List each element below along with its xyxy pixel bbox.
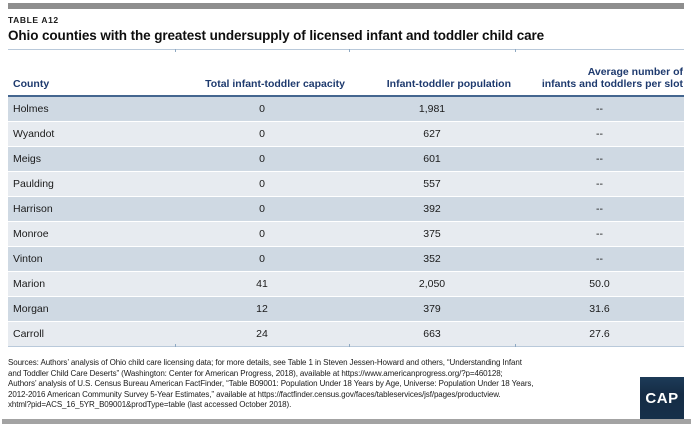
cell-population: 2,050 xyxy=(349,272,515,297)
column-header-county: County xyxy=(8,49,175,97)
cell-per_slot: -- xyxy=(515,147,684,172)
cell-county: Holmes xyxy=(8,97,175,122)
cell-capacity: 0 xyxy=(175,97,349,122)
sources-note: Sources: Authors’ analysis of Ohio child… xyxy=(8,358,640,411)
column-header-line: Total infant-toddler capacity xyxy=(205,78,345,90)
table-row: Paulding 0 557 -- xyxy=(8,172,684,197)
cell-capacity: 24 xyxy=(175,322,349,347)
column-header-line: County xyxy=(13,78,50,90)
sources-line: 2012-2016 American Community Survey 5-Ye… xyxy=(8,389,501,399)
cell-capacity: 41 xyxy=(175,272,349,297)
cell-county: Harrison xyxy=(8,197,175,222)
cell-county: Morgan xyxy=(8,297,175,322)
data-table: County Total infant-toddler capacity Infan… xyxy=(8,49,684,347)
cap-logo: CAP xyxy=(640,377,684,420)
table-row: Harrison 0 392 -- xyxy=(8,197,684,222)
cell-per_slot: -- xyxy=(515,222,684,247)
cap-logo-text: CAP xyxy=(645,390,679,407)
table-row: Morgan 12 379 31.6 xyxy=(8,297,684,322)
column-divider-tick xyxy=(349,49,350,52)
cell-per_slot: 27.6 xyxy=(515,322,684,347)
column-divider-tick xyxy=(515,344,516,347)
cell-population: 375 xyxy=(349,222,515,247)
cell-per_slot: 31.6 xyxy=(515,297,684,322)
table-number-label: TABLE A12 xyxy=(8,15,59,25)
sources-line: Authors’ analysis of U.S. Census Bureau … xyxy=(8,379,534,389)
column-divider-tick xyxy=(175,344,176,347)
cell-population: 392 xyxy=(349,197,515,222)
table-header-row: County Total infant-toddler capacity Infan… xyxy=(8,49,684,97)
cell-per_slot: -- xyxy=(515,247,684,272)
table-row: Carroll 24 663 27.6 xyxy=(8,322,684,347)
cell-population: 379 xyxy=(349,297,515,322)
table-row: Marion 41 2,050 50.0 xyxy=(8,272,684,297)
cell-capacity: 0 xyxy=(175,222,349,247)
column-header-per_slot: Average number of infants and toddlers pe… xyxy=(515,49,684,97)
data-table-wrapper: County Total infant-toddler capacity Infan… xyxy=(8,49,684,347)
sources-line: and Toddler Child Care Deserts” (Washing… xyxy=(8,368,503,378)
column-divider-tick xyxy=(349,344,350,347)
cell-county: Wyandot xyxy=(8,122,175,147)
cell-county: Meigs xyxy=(8,147,175,172)
cell-county: Marion xyxy=(8,272,175,297)
cell-per_slot: -- xyxy=(515,97,684,122)
table-title: Ohio counties with the greatest undersup… xyxy=(8,28,545,43)
bottom-rule-bar xyxy=(2,419,691,424)
cell-county: Carroll xyxy=(8,322,175,347)
table-row: Monroe 0 375 -- xyxy=(8,222,684,247)
cell-population: 352 xyxy=(349,247,515,272)
cell-population: 557 xyxy=(349,172,515,197)
column-header-line: Average number of xyxy=(587,66,683,78)
column-divider-tick xyxy=(515,49,516,52)
table-body: Holmes 0 1,981 -- Wyandot 0 627 -- Meigs 0 601 -- Pa… xyxy=(8,97,684,347)
cell-per_slot: -- xyxy=(515,122,684,147)
cell-county: Paulding xyxy=(8,172,175,197)
cell-per_slot: 50.0 xyxy=(515,272,684,297)
sources-line: Sources: Authors’ analysis of Ohio child… xyxy=(8,358,522,367)
table-row: Meigs 0 601 -- xyxy=(8,147,684,172)
column-header-population: Infant-toddler population xyxy=(349,49,515,97)
sources-line: xhtml?pid=ACS_16_5YR_B09001&prodType=tab… xyxy=(8,400,292,410)
cell-county: Monroe xyxy=(8,222,175,247)
cell-population: 601 xyxy=(349,147,515,172)
cell-capacity: 0 xyxy=(175,122,349,147)
cell-capacity: 0 xyxy=(175,247,349,272)
cell-population: 627 xyxy=(349,122,515,147)
cell-per_slot: -- xyxy=(515,172,684,197)
cell-county: Vinton xyxy=(8,247,175,272)
top-rule-bar xyxy=(8,3,684,9)
table-row: Wyandot 0 627 -- xyxy=(8,122,684,147)
column-header-capacity: Total infant-toddler capacity xyxy=(175,49,349,97)
column-header-line: infants and toddlers per slot xyxy=(541,78,683,90)
cell-capacity: 0 xyxy=(175,172,349,197)
cell-capacity: 12 xyxy=(175,297,349,322)
cell-per_slot: -- xyxy=(515,197,684,222)
cell-capacity: 0 xyxy=(175,147,349,172)
column-header-line: Infant-toddler population xyxy=(386,78,511,90)
cell-population: 663 xyxy=(349,322,515,347)
table-row: Holmes 0 1,981 -- xyxy=(8,97,684,122)
table-row: Vinton 0 352 -- xyxy=(8,247,684,272)
column-divider-tick xyxy=(175,49,176,52)
cell-capacity: 0 xyxy=(175,197,349,222)
cell-population: 1,981 xyxy=(349,97,515,122)
